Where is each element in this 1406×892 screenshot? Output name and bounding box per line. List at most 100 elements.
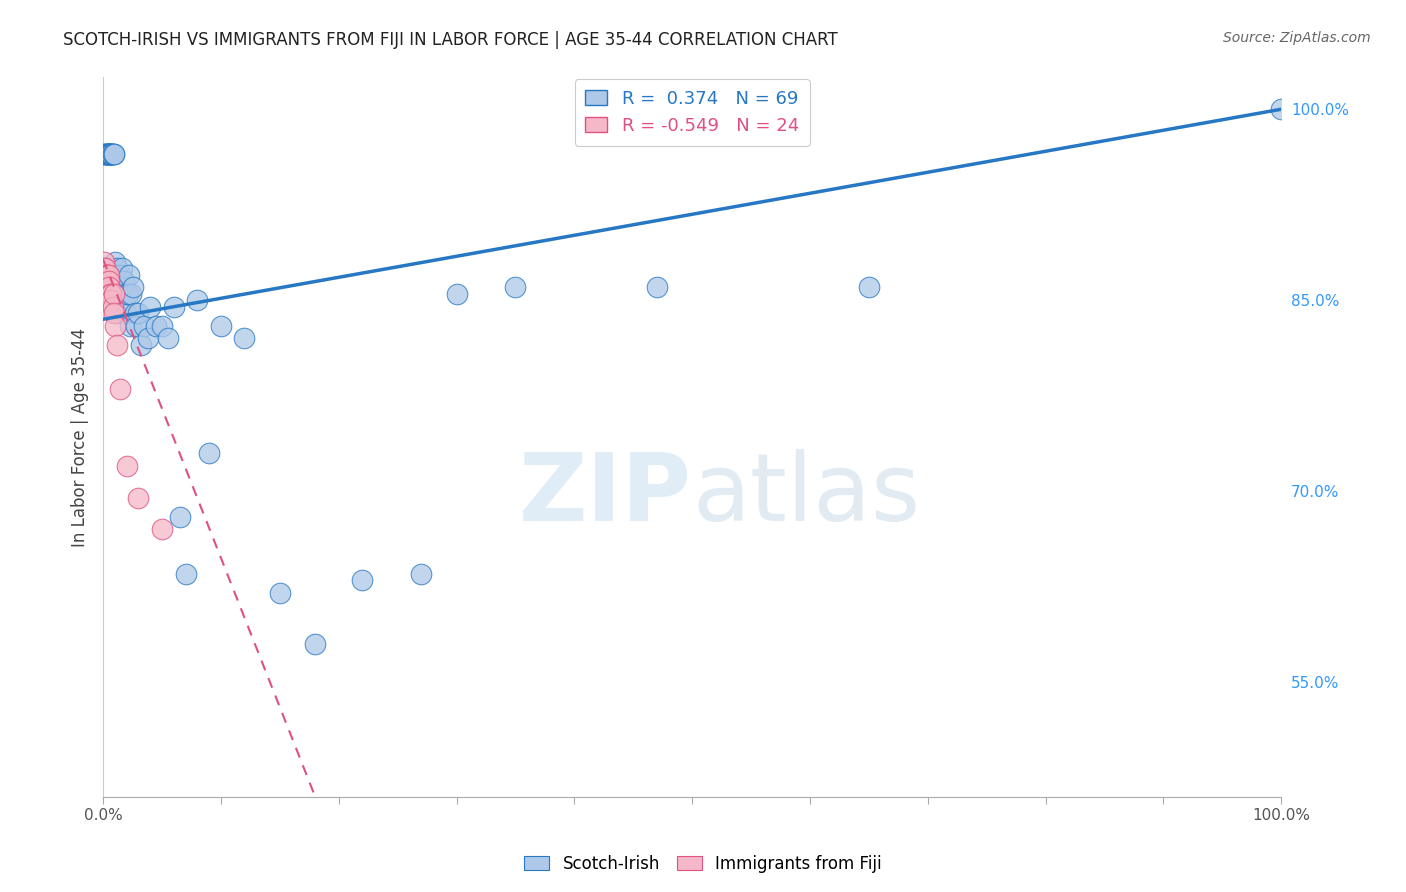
Point — [96, 274, 118, 288]
Point — [114, 306, 136, 320]
Point — [96, 146, 118, 161]
Point — [100, 293, 122, 308]
Point — [103, 306, 125, 320]
Y-axis label: In Labor Force | Age 35-44: In Labor Force | Age 35-44 — [72, 327, 89, 547]
Point — [93, 261, 115, 276]
Point — [121, 280, 143, 294]
Point — [96, 146, 118, 161]
Point — [150, 522, 173, 536]
Point — [96, 268, 118, 282]
Legend: R =  0.374   N = 69, R = -0.549   N = 24: R = 0.374 N = 69, R = -0.549 N = 24 — [575, 79, 810, 146]
Point — [139, 300, 162, 314]
Point — [209, 318, 232, 333]
Point — [97, 268, 120, 282]
Point — [93, 146, 115, 161]
Point — [110, 268, 132, 282]
Point — [94, 268, 117, 282]
Point — [110, 280, 132, 294]
Point — [98, 280, 121, 294]
Point — [100, 146, 122, 161]
Point — [1270, 102, 1292, 116]
Point — [97, 280, 120, 294]
Point — [134, 318, 156, 333]
Point — [120, 286, 142, 301]
Point — [124, 306, 146, 320]
Point — [101, 146, 124, 161]
Point — [100, 146, 122, 161]
Point — [101, 146, 124, 161]
Point — [98, 146, 121, 161]
Point — [94, 146, 117, 161]
Point — [117, 286, 139, 301]
Text: atlas: atlas — [692, 449, 921, 541]
Text: Source: ZipAtlas.com: Source: ZipAtlas.com — [1223, 31, 1371, 45]
Point — [98, 146, 121, 161]
Point — [94, 261, 117, 276]
Point — [104, 286, 127, 301]
Point — [120, 318, 142, 333]
Point — [105, 280, 128, 294]
Point — [104, 255, 127, 269]
Point — [169, 509, 191, 524]
Point — [103, 146, 125, 161]
Point — [98, 146, 121, 161]
Point — [112, 280, 135, 294]
Point — [174, 566, 197, 581]
Point — [411, 566, 433, 581]
Point — [125, 318, 148, 333]
Text: ZIP: ZIP — [519, 449, 692, 541]
Point — [112, 274, 135, 288]
Point — [127, 306, 149, 320]
Point — [98, 146, 121, 161]
Point — [136, 331, 159, 345]
Point — [100, 286, 122, 301]
Point — [104, 280, 127, 294]
Point — [101, 300, 124, 314]
Point — [97, 146, 120, 161]
Point — [858, 280, 880, 294]
Point — [145, 318, 167, 333]
Point — [104, 318, 127, 333]
Point — [186, 293, 208, 308]
Point — [112, 286, 135, 301]
Point — [233, 331, 256, 345]
Point — [98, 286, 121, 301]
Point — [100, 146, 122, 161]
Legend: Scotch-Irish, Immigrants from Fiji: Scotch-Irish, Immigrants from Fiji — [517, 848, 889, 880]
Text: SCOTCH-IRISH VS IMMIGRANTS FROM FIJI IN LABOR FORCE | AGE 35-44 CORRELATION CHAR: SCOTCH-IRISH VS IMMIGRANTS FROM FIJI IN … — [63, 31, 838, 49]
Point — [352, 574, 374, 588]
Point — [96, 146, 118, 161]
Point — [129, 338, 152, 352]
Point — [156, 331, 179, 345]
Point — [97, 274, 120, 288]
Point — [115, 286, 138, 301]
Point — [107, 286, 129, 301]
Point — [105, 261, 128, 276]
Point — [94, 146, 117, 161]
Point — [98, 268, 121, 282]
Point — [163, 300, 186, 314]
Point — [115, 458, 138, 473]
Point — [446, 286, 468, 301]
Point — [269, 586, 291, 600]
Point — [111, 261, 134, 276]
Point — [93, 255, 115, 269]
Point — [505, 280, 527, 294]
Point — [118, 268, 141, 282]
Point — [105, 306, 128, 320]
Point — [108, 286, 131, 301]
Point — [304, 637, 326, 651]
Point — [97, 146, 120, 161]
Point — [98, 146, 121, 161]
Point — [645, 280, 668, 294]
Point — [105, 268, 128, 282]
Point — [105, 338, 128, 352]
Point — [127, 491, 149, 505]
Point — [198, 446, 221, 460]
Point — [107, 268, 129, 282]
Point — [103, 286, 125, 301]
Point — [98, 274, 121, 288]
Point — [108, 382, 131, 396]
Point — [150, 318, 173, 333]
Point — [103, 146, 125, 161]
